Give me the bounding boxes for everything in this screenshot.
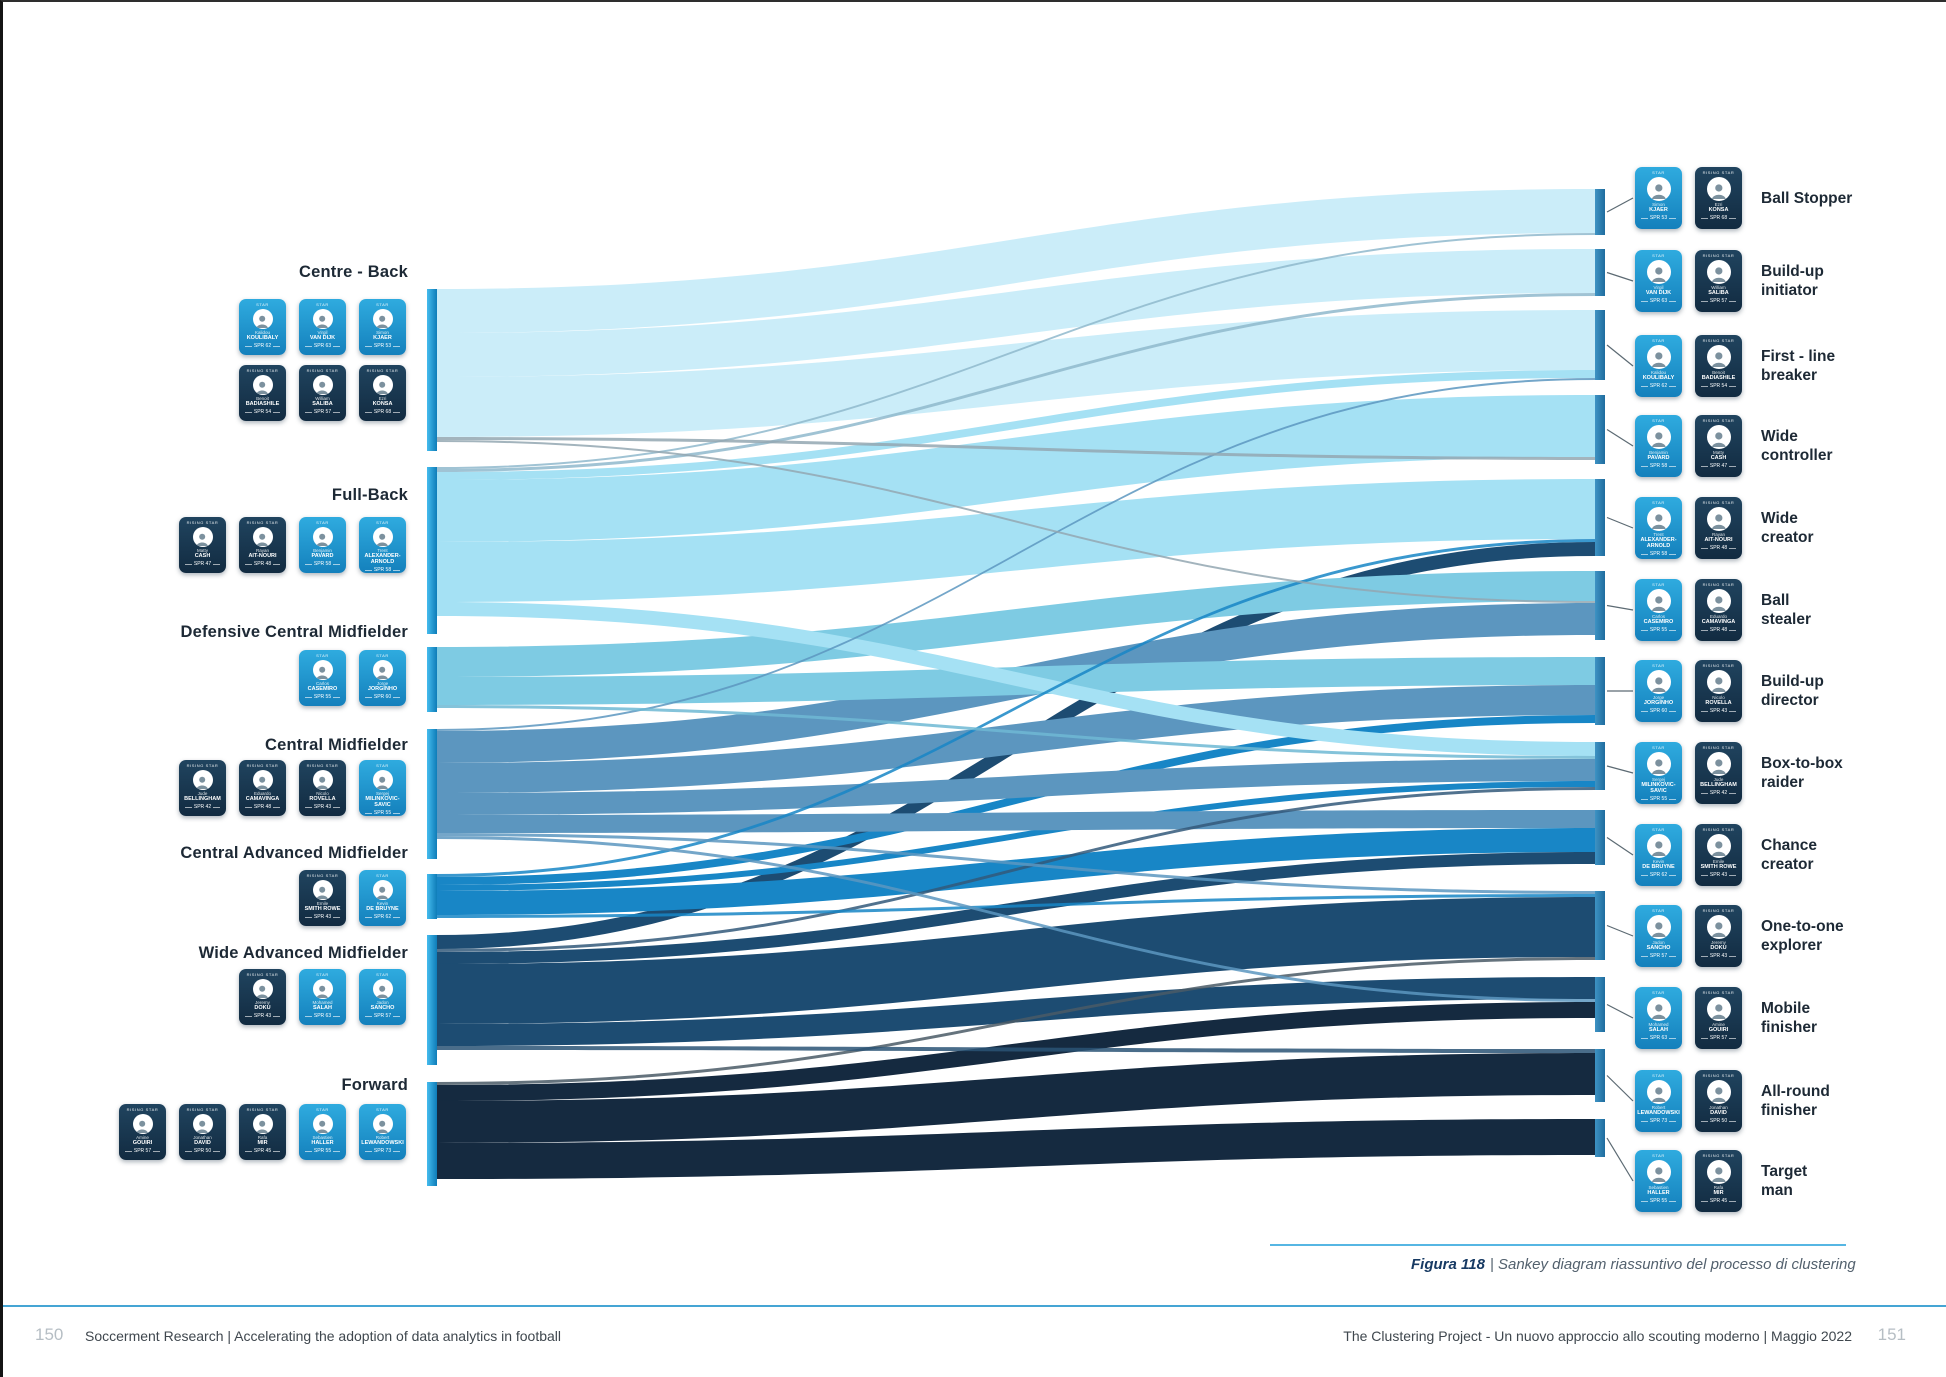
cluster-node-b2b xyxy=(1595,742,1605,790)
sankey-flow-wam-cc xyxy=(437,852,1595,964)
cluster-connector-wc xyxy=(1606,428,1634,447)
cluster-node-bud xyxy=(1595,657,1605,725)
sankey-flow-dcm-bst xyxy=(437,571,1595,677)
cluster-connector-arf xyxy=(1606,1075,1634,1102)
sankey-flow-cm-cc xyxy=(437,810,1595,833)
cluster-connector-flb xyxy=(1606,344,1634,367)
source-node-wam xyxy=(427,935,437,1065)
cluster-connector-bui xyxy=(1606,271,1634,282)
source-node-dcm xyxy=(427,647,437,712)
sankey-flow-cam-b2b xyxy=(437,781,1595,891)
sankey-flow-cm-flb xyxy=(437,378,1595,731)
sankey-flow-cb-bs xyxy=(437,189,1595,333)
sankey-flow-cam-wcr xyxy=(437,539,1595,877)
sankey-flow-cm-b2b xyxy=(437,759,1595,815)
caption-accent-line xyxy=(1270,1244,1846,1246)
figure-caption: Figura 118 | Sankey diagram riassuntivo d… xyxy=(1411,1256,1856,1273)
cluster-connector-mf xyxy=(1606,1003,1634,1019)
sankey-flow-cm-mf xyxy=(437,836,1595,1002)
cluster-connector-cc xyxy=(1606,837,1634,856)
cluster-node-bui xyxy=(1595,249,1605,296)
cluster-connector-tm xyxy=(1606,1137,1634,1182)
footer-text-left: Soccerment Research | Accelerating the a… xyxy=(85,1328,562,1344)
cluster-node-bs xyxy=(1595,189,1605,235)
sankey-flow-cb-wc xyxy=(437,437,1595,460)
figure-number: Figura 118 xyxy=(1411,1256,1485,1273)
source-node-cb xyxy=(427,289,437,451)
sankey-flow-fb-wcr xyxy=(437,479,1595,602)
cluster-connector-bst xyxy=(1606,604,1634,611)
cluster-node-wc xyxy=(1595,395,1605,464)
sankey-flow-wam-oto xyxy=(437,897,1595,1024)
cluster-connector-bs xyxy=(1606,197,1634,213)
sankey-flow-cam-oto xyxy=(437,894,1595,918)
sankey-flow-dcm-b2b xyxy=(437,705,1595,759)
source-node-fb xyxy=(427,467,437,634)
sankey-flow-cam-bud xyxy=(437,715,1595,885)
sankey-flow-cb-bui xyxy=(437,249,1595,377)
page-number-left: 150 xyxy=(35,1325,64,1344)
sankey-flow-fb-wc xyxy=(437,395,1595,542)
footer-text-right: The Clustering Project - Un nuovo approc… xyxy=(1343,1328,1852,1344)
sankey-flow-fb-flb xyxy=(437,370,1595,480)
sankey-flow-fb-b2b xyxy=(437,602,1595,756)
cluster-node-arf xyxy=(1595,1049,1605,1102)
cluster-node-flb xyxy=(1595,310,1605,380)
sankey-flow-cam-cc xyxy=(437,828,1595,915)
cluster-connector-oto xyxy=(1606,924,1634,937)
sankey-flow-fwd-oto xyxy=(437,957,1595,1085)
cluster-node-mf xyxy=(1595,977,1605,1032)
sankey-flow-cm-oto xyxy=(437,833,1595,894)
source-node-cam xyxy=(427,874,437,919)
cluster-node-cc xyxy=(1595,810,1605,865)
figure-caption-text: | Sankey diagram riassuntivo del process… xyxy=(1489,1256,1856,1273)
cluster-connector-b2b xyxy=(1606,765,1634,774)
sankey-diagram xyxy=(427,189,1634,1186)
cluster-connector-wcr xyxy=(1606,516,1634,529)
sankey-flow-fb-bui xyxy=(437,293,1595,472)
cluster-node-bst xyxy=(1595,571,1605,640)
sankey-flow-cb-flb xyxy=(437,310,1595,437)
sankey-flow-fwd-arf xyxy=(437,1053,1595,1143)
sankey-flow-fwd-tm xyxy=(437,1119,1595,1179)
page-number-right: 151 xyxy=(1877,1325,1906,1344)
sankey-flow-cm-bud xyxy=(437,685,1595,793)
footer-divider xyxy=(3,1305,1946,1307)
sankey-flow-wam-b2b xyxy=(437,787,1595,952)
sankey-flow-wam-arf xyxy=(437,1046,1595,1053)
sankey-flow-cb-bst xyxy=(437,440,1595,603)
cluster-node-oto xyxy=(1595,891,1605,960)
sankey-flow-fb-bs xyxy=(437,233,1595,469)
sankey-flow-wam-mf xyxy=(437,977,1595,1046)
source-node-fwd xyxy=(427,1082,437,1186)
cluster-node-tm xyxy=(1595,1119,1605,1157)
source-node-cm xyxy=(427,729,437,859)
cluster-node-wcr xyxy=(1595,479,1605,556)
